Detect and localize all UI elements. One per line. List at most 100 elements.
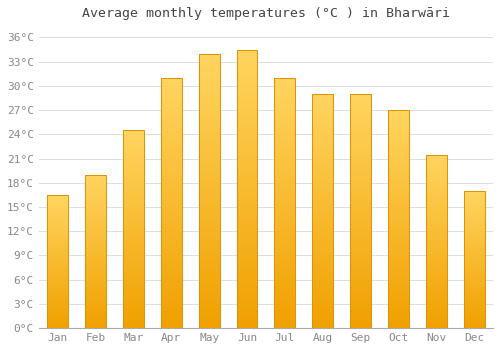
Bar bbox=[198, 172, 220, 174]
Bar bbox=[123, 130, 144, 328]
Bar bbox=[198, 131, 220, 133]
Bar bbox=[350, 94, 371, 328]
Bar bbox=[48, 210, 68, 211]
Bar bbox=[388, 180, 409, 182]
Bar bbox=[123, 172, 144, 174]
Bar bbox=[48, 288, 68, 289]
Bar bbox=[123, 229, 144, 231]
Bar bbox=[198, 290, 220, 293]
Bar bbox=[274, 316, 295, 318]
Bar bbox=[274, 251, 295, 253]
Bar bbox=[464, 316, 484, 317]
Bar bbox=[350, 284, 371, 286]
Bar bbox=[123, 136, 144, 138]
Bar bbox=[198, 119, 220, 122]
Bar bbox=[274, 271, 295, 273]
Bar bbox=[236, 208, 258, 211]
Bar bbox=[198, 196, 220, 199]
Bar bbox=[85, 238, 106, 239]
Bar bbox=[388, 158, 409, 160]
Bar bbox=[48, 308, 68, 309]
Bar bbox=[426, 302, 446, 304]
Bar bbox=[198, 205, 220, 207]
Bar bbox=[161, 223, 182, 225]
Bar bbox=[123, 190, 144, 192]
Bar bbox=[274, 321, 295, 323]
Bar bbox=[236, 75, 258, 77]
Bar bbox=[426, 320, 446, 321]
Bar bbox=[312, 117, 333, 120]
Bar bbox=[48, 327, 68, 328]
Bar bbox=[161, 210, 182, 213]
Bar bbox=[464, 240, 484, 242]
Bar bbox=[274, 298, 295, 301]
Bar bbox=[426, 274, 446, 276]
Bar bbox=[161, 201, 182, 203]
Bar bbox=[85, 278, 106, 279]
Bar bbox=[350, 260, 371, 262]
Bar bbox=[426, 253, 446, 255]
Bar bbox=[236, 303, 258, 306]
Bar bbox=[236, 77, 258, 80]
Bar bbox=[312, 106, 333, 108]
Bar bbox=[48, 241, 68, 243]
Bar bbox=[48, 224, 68, 225]
Bar bbox=[236, 267, 258, 270]
Bar bbox=[426, 281, 446, 283]
Bar bbox=[198, 100, 220, 103]
Bar bbox=[464, 226, 484, 228]
Bar bbox=[464, 191, 484, 328]
Bar bbox=[198, 177, 220, 180]
Bar bbox=[350, 248, 371, 251]
Bar bbox=[161, 271, 182, 273]
Bar bbox=[198, 150, 220, 152]
Bar bbox=[274, 160, 295, 163]
Bar bbox=[426, 245, 446, 246]
Bar bbox=[388, 263, 409, 265]
Bar bbox=[198, 158, 220, 161]
Bar bbox=[388, 123, 409, 125]
Bar bbox=[198, 180, 220, 183]
Bar bbox=[350, 321, 371, 323]
Bar bbox=[350, 300, 371, 302]
Bar bbox=[350, 232, 371, 234]
Bar bbox=[274, 233, 295, 236]
Bar bbox=[350, 160, 371, 162]
Bar bbox=[312, 153, 333, 155]
Bar bbox=[236, 284, 258, 286]
Bar bbox=[464, 229, 484, 231]
Bar bbox=[198, 232, 220, 235]
Bar bbox=[85, 179, 106, 181]
Bar bbox=[274, 258, 295, 261]
Bar bbox=[312, 139, 333, 141]
Bar bbox=[464, 310, 484, 312]
Bar bbox=[198, 221, 220, 224]
Bar bbox=[48, 240, 68, 241]
Bar bbox=[236, 72, 258, 75]
Bar bbox=[85, 268, 106, 270]
Bar bbox=[161, 298, 182, 301]
Bar bbox=[388, 221, 409, 224]
Bar bbox=[198, 67, 220, 70]
Bar bbox=[236, 281, 258, 284]
Bar bbox=[274, 263, 295, 266]
Bar bbox=[350, 237, 371, 239]
Bar bbox=[85, 187, 106, 189]
Bar bbox=[85, 182, 106, 184]
Bar bbox=[350, 209, 371, 211]
Bar bbox=[312, 234, 333, 237]
Bar bbox=[274, 143, 295, 145]
Bar bbox=[236, 97, 258, 100]
Bar bbox=[312, 122, 333, 124]
Bar bbox=[161, 116, 182, 118]
Bar bbox=[236, 278, 258, 281]
Bar bbox=[198, 103, 220, 106]
Bar bbox=[48, 253, 68, 255]
Bar bbox=[274, 243, 295, 246]
Bar bbox=[198, 108, 220, 111]
Bar bbox=[236, 197, 258, 200]
Bar bbox=[274, 105, 295, 108]
Bar bbox=[85, 239, 106, 241]
Bar bbox=[464, 320, 484, 321]
Bar bbox=[48, 295, 68, 296]
